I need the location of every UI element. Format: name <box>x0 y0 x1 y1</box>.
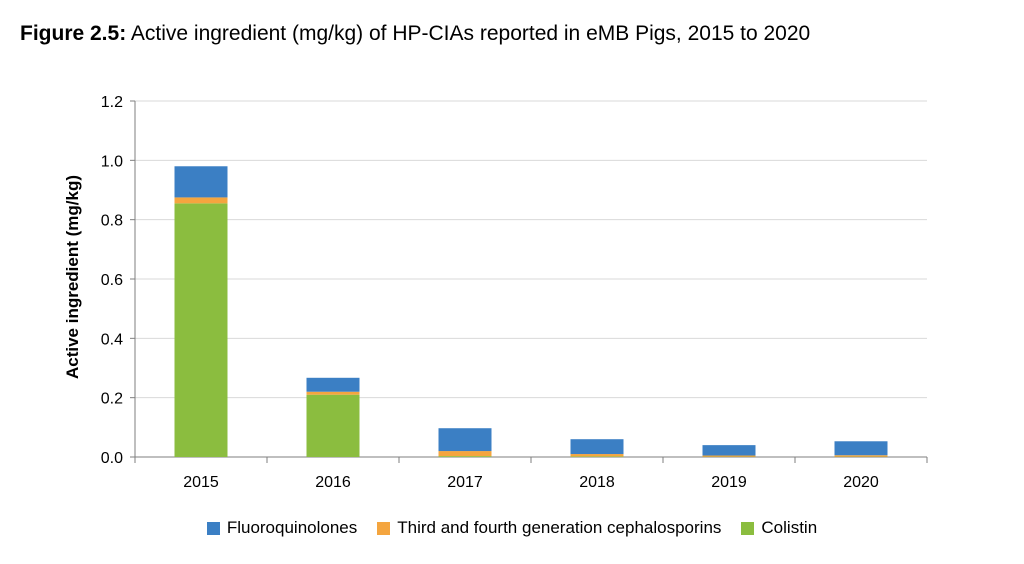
y-tick-label: 0.6 <box>101 272 123 289</box>
legend: Fluoroquinolones Third and fourth genera… <box>0 518 1024 538</box>
bar-third-and-fourth-generation-cephalosporins-2015 <box>174 197 228 204</box>
y-tick-label: 1.2 <box>101 94 123 111</box>
bar-fluoroquinolones-2020 <box>834 441 888 456</box>
x-tick-label: 2015 <box>183 474 219 491</box>
bar-third-and-fourth-generation-cephalosporins-2018 <box>570 454 624 457</box>
y-tick-label: 0.2 <box>101 391 123 408</box>
bar-chart: 0.0 0.2 0.4 0.6 0.8 1.0 1.2 2015 2016 2017 2018 201… <box>63 94 928 491</box>
bar-fluoroquinolones-2018 <box>570 439 624 455</box>
bar-fluoroquinolones-2017 <box>438 428 492 452</box>
bar-colistin-2015 <box>174 203 228 457</box>
x-tick-label: 2016 <box>315 474 351 491</box>
bar-colistin-2018 <box>570 456 624 457</box>
legend-swatch-colistin <box>741 521 755 535</box>
legend-item-fluoroquinolones: Fluoroquinolones <box>206 518 358 538</box>
bar-colistin-2016 <box>306 394 360 457</box>
legend-label-fluoroquinolones: Fluoroquinolones <box>226 518 358 537</box>
bar-colistin-2017 <box>438 456 492 457</box>
chart-title: Figure 2.5: Active ingredient (mg/kg) of… <box>20 22 810 46</box>
bar-third-and-fourth-generation-cephalosporins-2019 <box>702 455 756 457</box>
legend-swatch-cephalosporins <box>377 521 391 535</box>
bar-fluoroquinolones-2015 <box>174 166 228 198</box>
x-tick-label: 2019 <box>711 474 747 491</box>
legend-swatch-fluoroquinolones <box>206 521 220 535</box>
y-tick-label: 1.0 <box>101 153 123 170</box>
legend-label-cephalosporins: Third and fourth generation cephalospori… <box>397 518 722 537</box>
y-axis-title: Active ingredient (mg/kg) <box>63 175 82 379</box>
legend-item-cephalosporins: Third and fourth generation cephalospori… <box>377 518 721 538</box>
figure-caption: Active ingredient (mg/kg) of HP-CIAs rep… <box>130 22 811 45</box>
bar-third-and-fourth-generation-cephalosporins-2020 <box>834 455 888 457</box>
legend-item-colistin: Colistin <box>741 518 817 538</box>
bar-third-and-fourth-generation-cephalosporins-2017 <box>438 451 492 457</box>
figure-label: Figure 2.5: <box>20 22 127 45</box>
bar-fluoroquinolones-2016 <box>306 377 360 392</box>
x-tick-label: 2018 <box>579 474 615 491</box>
y-tick-label: 0.8 <box>101 213 123 230</box>
y-tick-label: 0.4 <box>101 331 123 348</box>
legend-label-colistin: Colistin <box>761 518 818 537</box>
y-tick-label: 0.0 <box>101 450 123 467</box>
x-tick-label: 2017 <box>447 474 483 491</box>
bar-fluoroquinolones-2019 <box>702 445 756 456</box>
x-tick-label: 2020 <box>843 474 879 491</box>
bar-third-and-fourth-generation-cephalosporins-2016 <box>306 391 360 395</box>
